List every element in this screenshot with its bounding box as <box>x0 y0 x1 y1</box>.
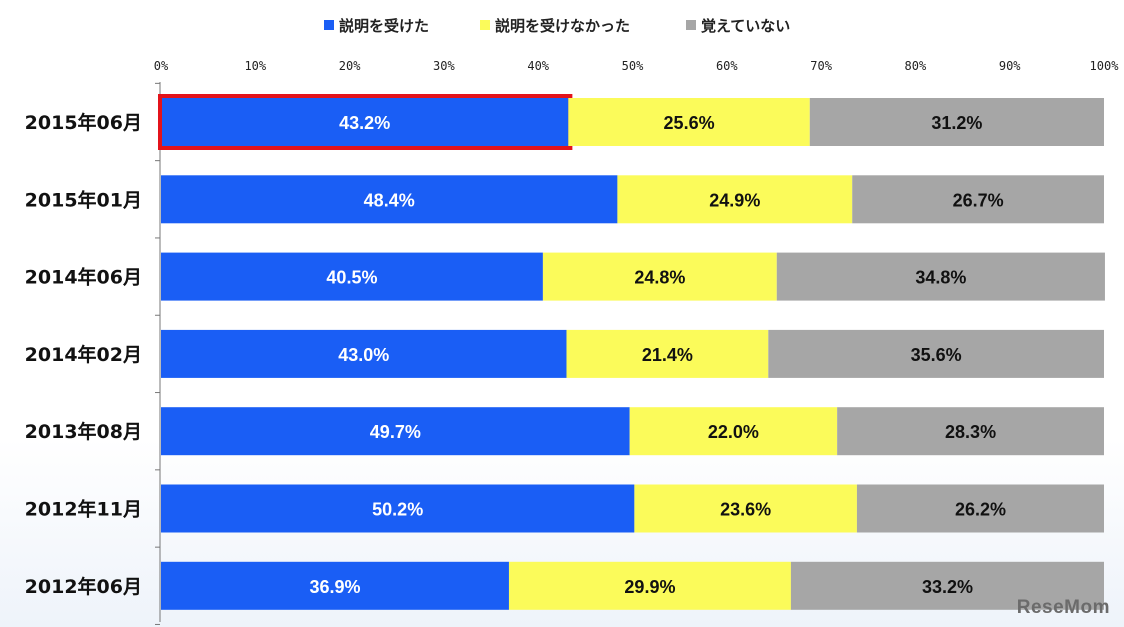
bar-segment <box>542 252 777 301</box>
data-label: 50.2% <box>372 500 423 520</box>
bar-segment <box>161 175 618 224</box>
bar-segment <box>161 98 569 146</box>
x-tick-label: 40% <box>527 59 549 73</box>
legend-label-1: 説明を受けなかった <box>495 17 630 35</box>
category-label: 2014年06月 <box>25 266 142 289</box>
data-label: 21.4% <box>642 345 693 365</box>
bar-segment <box>629 407 838 456</box>
bar-segment <box>768 329 1104 378</box>
bar-segment <box>809 98 1104 146</box>
legend-swatch-0 <box>324 20 334 30</box>
category-label: 2015年06月 <box>25 111 142 134</box>
data-label: 36.9% <box>309 577 360 597</box>
data-label: 24.9% <box>709 190 760 210</box>
data-label: 26.7% <box>953 190 1004 210</box>
legend-swatch-1 <box>480 20 490 30</box>
bar-segment <box>161 484 635 533</box>
category-label: 2013年08月 <box>25 420 142 443</box>
x-tick-label: 20% <box>339 59 361 73</box>
x-tick-label: 0% <box>154 59 169 73</box>
data-label: 28.3% <box>945 422 996 442</box>
x-tick-label: 60% <box>716 59 738 73</box>
data-label: 48.4% <box>364 190 415 210</box>
category-label: 2015年01月 <box>25 188 142 211</box>
data-label: 33.2% <box>922 577 973 597</box>
category-label: 2012年06月 <box>25 575 142 598</box>
data-label: 25.6% <box>664 113 715 133</box>
resemom-watermark-logo: ReseMom <box>1016 597 1110 618</box>
bar-segment <box>852 175 1104 224</box>
data-label: 43.0% <box>338 345 389 365</box>
legend-label-2: 覚えていない <box>701 17 790 35</box>
data-label: 22.0% <box>708 422 759 442</box>
x-tick-label: 70% <box>810 59 832 73</box>
data-label: 26.2% <box>955 500 1006 520</box>
data-label: 23.6% <box>720 500 771 520</box>
bar-segment <box>634 484 857 533</box>
data-label: 40.5% <box>326 268 377 288</box>
bar-segment <box>161 252 543 301</box>
bar-segment <box>856 484 1104 533</box>
data-label: 29.9% <box>624 577 675 597</box>
bar-segment <box>617 175 853 224</box>
bar-segment <box>776 252 1105 301</box>
x-tick-label: 30% <box>433 59 455 73</box>
x-tick-label: 90% <box>999 59 1021 73</box>
bar-segment <box>566 329 769 378</box>
legend-label-0: 説明を受けた <box>339 17 429 35</box>
data-label: 31.2% <box>931 113 982 133</box>
bar-segment <box>837 407 1104 456</box>
bar-segment <box>568 98 810 146</box>
category-label: 2014年02月 <box>25 343 142 366</box>
bar-segment <box>161 561 509 610</box>
bar-segment <box>508 561 791 610</box>
data-label: 24.8% <box>634 268 685 288</box>
bar-segment <box>161 407 630 456</box>
data-label: 49.7% <box>370 422 421 442</box>
bar-segment <box>790 561 1104 610</box>
data-label: 34.8% <box>915 268 966 288</box>
legend-swatch-2 <box>686 20 696 30</box>
data-label: 35.6% <box>911 345 962 365</box>
x-tick-label: 80% <box>905 59 927 73</box>
bar-segment <box>161 329 567 378</box>
x-tick-label: 50% <box>622 59 644 73</box>
category-label: 2012年11月 <box>25 498 142 521</box>
data-label: 43.2% <box>339 113 390 133</box>
x-tick-label: 100% <box>1090 59 1120 73</box>
x-tick-label: 10% <box>244 59 266 73</box>
